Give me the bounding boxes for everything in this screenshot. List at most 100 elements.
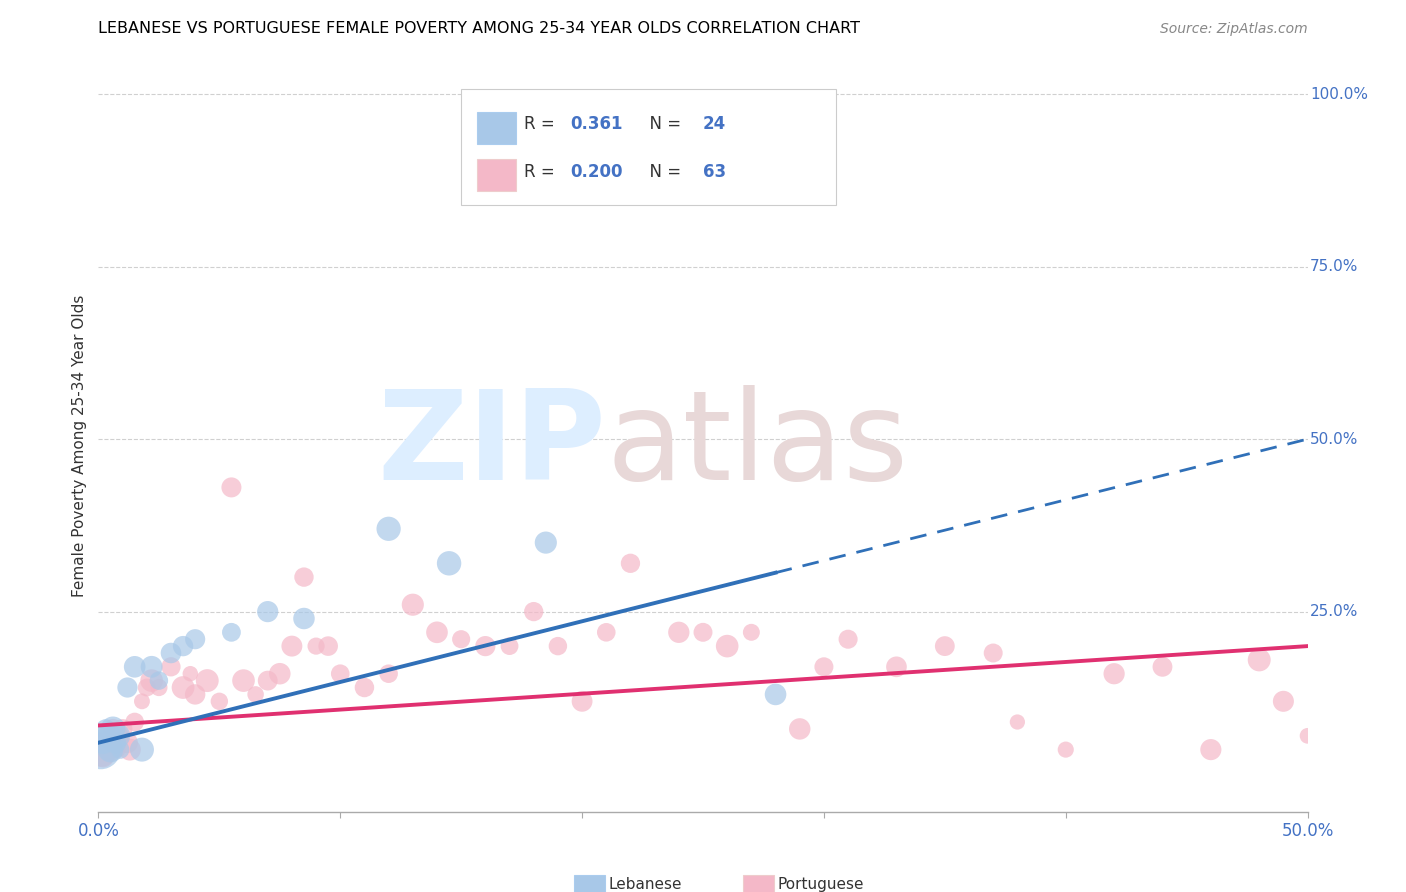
Point [292, 570, 315, 584]
Point [111, 722, 134, 736]
Point [160, 646, 183, 660]
Point [179, 666, 201, 681]
Point [97, 729, 120, 743]
Point [740, 625, 762, 640]
Text: 100.0%: 100.0% [1310, 87, 1368, 102]
Text: Lebanese: Lebanese [609, 878, 682, 892]
Text: Source: ZipAtlas.com: Source: ZipAtlas.com [1160, 22, 1308, 37]
Point [100, 742, 122, 756]
Point [292, 611, 315, 625]
Point [221, 480, 243, 494]
Point [184, 687, 207, 701]
Point [426, 625, 449, 640]
Text: 0.200: 0.200 [569, 162, 623, 181]
Point [131, 694, 153, 708]
FancyBboxPatch shape [477, 112, 516, 144]
Point [101, 722, 124, 736]
Text: ZIP: ZIP [378, 385, 606, 507]
Point [148, 673, 170, 688]
FancyBboxPatch shape [742, 875, 775, 892]
Point [353, 681, 375, 695]
Point [100, 742, 122, 756]
Point [281, 639, 304, 653]
Text: 0.361: 0.361 [569, 115, 623, 133]
Point [269, 666, 291, 681]
Point [184, 632, 207, 647]
Point [571, 694, 593, 708]
Point [108, 742, 131, 756]
Point [523, 605, 546, 619]
Point [195, 673, 218, 688]
Point [232, 673, 254, 688]
Text: 75.0%: 75.0% [1310, 259, 1358, 274]
Point [104, 736, 127, 750]
Text: 24: 24 [703, 115, 727, 133]
Point [595, 625, 617, 640]
Point [765, 687, 787, 701]
Point [94, 722, 117, 736]
Point [1249, 653, 1271, 667]
Point [90, 742, 112, 756]
Point [94, 736, 117, 750]
Point [1007, 714, 1029, 729]
Point [172, 681, 194, 695]
Point [1199, 742, 1222, 756]
Point [90, 742, 112, 756]
Point [148, 681, 170, 695]
Point [402, 598, 425, 612]
Point [934, 639, 956, 653]
Point [1296, 729, 1319, 743]
Point [107, 742, 129, 756]
Point [1272, 694, 1295, 708]
Point [117, 681, 139, 695]
Point [668, 625, 690, 640]
Point [118, 742, 141, 756]
Point [1152, 660, 1174, 674]
Point [117, 736, 139, 750]
Point [377, 666, 399, 681]
Y-axis label: Female Poverty Among 25-34 Year Olds: Female Poverty Among 25-34 Year Olds [72, 295, 87, 597]
Point [135, 681, 157, 695]
Text: R =: R = [524, 115, 560, 133]
Point [450, 632, 472, 647]
Point [104, 736, 127, 750]
Text: LEBANESE VS PORTUGUESE FEMALE POVERTY AMONG 25-34 YEAR OLDS CORRELATION CHART: LEBANESE VS PORTUGUESE FEMALE POVERTY AM… [98, 21, 860, 37]
FancyBboxPatch shape [574, 875, 605, 892]
Point [981, 646, 1004, 660]
Point [124, 660, 146, 674]
Point [245, 687, 267, 701]
Point [813, 660, 835, 674]
Point [221, 625, 243, 640]
FancyBboxPatch shape [477, 160, 516, 192]
Point [474, 639, 496, 653]
Point [329, 666, 352, 681]
Point [91, 736, 114, 750]
Point [256, 605, 278, 619]
Text: Portuguese: Portuguese [778, 878, 865, 892]
Point [377, 522, 399, 536]
Point [886, 660, 908, 674]
Point [305, 639, 328, 653]
Point [97, 729, 120, 743]
Point [437, 557, 460, 571]
Text: N =: N = [638, 115, 686, 133]
Text: atlas: atlas [606, 385, 908, 507]
Point [534, 535, 557, 549]
Point [716, 639, 738, 653]
Point [789, 722, 811, 736]
Point [131, 742, 153, 756]
FancyBboxPatch shape [461, 89, 837, 204]
Text: R =: R = [524, 162, 560, 181]
Point [141, 660, 163, 674]
Point [619, 557, 641, 571]
Point [172, 639, 194, 653]
Point [498, 639, 520, 653]
Point [316, 639, 339, 653]
Point [160, 660, 183, 674]
Point [108, 729, 131, 743]
Point [91, 749, 114, 764]
Point [547, 639, 569, 653]
Text: 63: 63 [703, 162, 725, 181]
Point [107, 729, 129, 743]
Point [141, 673, 163, 688]
